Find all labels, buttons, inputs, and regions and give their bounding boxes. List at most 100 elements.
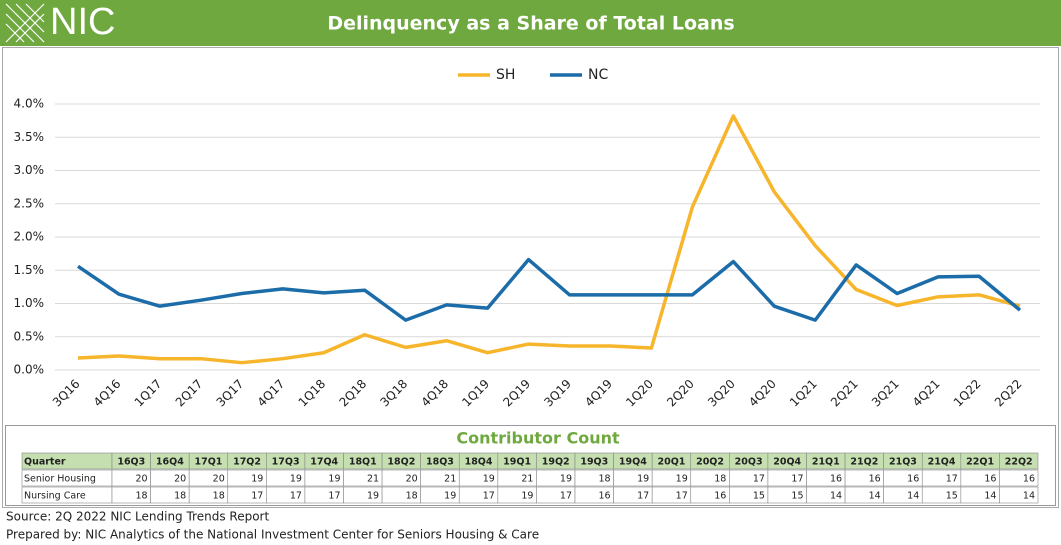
cell-value: 19	[637, 474, 649, 485]
x-tick-label: 3Q20	[705, 377, 738, 410]
prepared-by: Prepared by: NIC Analytics of the Nation…	[6, 528, 539, 542]
cell-value: 18	[135, 491, 147, 502]
x-tick-label: 4Q16	[91, 377, 124, 410]
column-header: Quarter	[24, 457, 66, 468]
cell-value: 16	[984, 474, 996, 485]
column-header: 19Q3	[580, 457, 608, 468]
column-header: 18Q4	[465, 457, 493, 468]
y-tick-label: 3.5%	[14, 130, 45, 144]
cell-value: 17	[753, 474, 765, 485]
column-header: 19Q1	[503, 457, 531, 468]
cell-value: 20	[174, 474, 186, 485]
cell-value: 20	[213, 474, 225, 485]
x-tick-label: 1Q22	[951, 377, 984, 410]
table-title: Contributor Count	[456, 429, 620, 448]
cell-value: 14	[830, 491, 842, 502]
column-header: 20Q2	[696, 457, 724, 468]
series-line	[77, 257, 1022, 322]
x-tick-label: 1Q17	[132, 377, 165, 410]
cell-value: Senior Housing	[24, 474, 96, 485]
x-tick-label: 2Q20	[664, 377, 697, 410]
column-header: 18Q3	[426, 457, 454, 468]
table-cell	[999, 469, 1039, 487]
x-tick-label: 3Q21	[869, 377, 902, 410]
column-header: 22Q2	[1005, 457, 1033, 468]
y-tick-label: 4.0%	[14, 97, 45, 111]
y-tick-label: 3.0%	[14, 163, 45, 177]
column-header: 17Q3	[272, 457, 300, 468]
header-cell	[999, 452, 1039, 470]
cell-value: 16	[1023, 474, 1035, 485]
cell-value: 21	[444, 474, 456, 485]
y-tick-label: 1.0%	[14, 296, 45, 310]
column-header: 16Q3	[117, 457, 145, 468]
cell-value: 17	[637, 491, 649, 502]
x-tick-label: 1Q21	[787, 377, 820, 410]
y-tick-label: 2.0%	[14, 230, 45, 244]
y-tick-label: 0.5%	[14, 329, 45, 343]
cell-value: 17	[328, 491, 340, 502]
column-header: 20Q1	[658, 457, 686, 468]
cell-value: 14	[907, 491, 919, 502]
cell-value: 19	[483, 474, 495, 485]
column-header: 18Q2	[387, 457, 415, 468]
chart-title: Delinquency as a Share of Total Loans	[327, 13, 734, 35]
cell-value: 18	[598, 474, 610, 485]
x-tick-label: 2Q22	[992, 377, 1025, 410]
x-tick-label: 3Q18	[377, 377, 410, 410]
column-header: 17Q1	[195, 457, 223, 468]
x-tick-label: 1Q18	[296, 377, 329, 410]
cell-value: 15	[946, 491, 958, 502]
x-tick-label: 4Q18	[418, 377, 451, 410]
column-header: 21Q1	[812, 457, 840, 468]
series-line	[77, 114, 1021, 365]
cell-value: 19	[521, 491, 533, 502]
cell-value: 19	[328, 474, 340, 485]
cell-value: 17	[251, 491, 263, 502]
cell-value: 17	[483, 491, 495, 502]
x-tick-label: 2Q21	[828, 377, 861, 410]
cell-value: Nursing Care	[24, 491, 86, 502]
cell-value: 14	[869, 491, 881, 502]
cell-value: 15	[753, 491, 765, 502]
column-header: 20Q3	[735, 457, 763, 468]
x-tick-label: 1Q19	[459, 377, 492, 410]
chart-frame	[2, 47, 1059, 508]
cell-value: 16	[830, 474, 842, 485]
cell-value: 18	[213, 491, 225, 502]
cell-value: 19	[444, 491, 456, 502]
cell-value: 14	[1023, 491, 1035, 502]
x-tick-label: 3Q16	[50, 377, 83, 410]
table-cell	[999, 486, 1039, 504]
cell-value: 19	[290, 474, 302, 485]
cell-value: 18	[406, 491, 418, 502]
source: Source: 2Q 2022 NIC Lending Trends Repor…	[6, 510, 269, 524]
legend-label: SH	[496, 67, 515, 83]
cell-value: 17	[560, 491, 572, 502]
cell-value: 17	[676, 491, 688, 502]
x-tick-label: 2Q17	[173, 377, 206, 410]
column-header: 17Q4	[310, 457, 338, 468]
cell-value: 18	[174, 491, 186, 502]
cell-value: 16	[714, 491, 726, 502]
column-header: 21Q2	[850, 457, 878, 468]
column-header: 19Q4	[619, 457, 647, 468]
cell-value: 19	[251, 474, 263, 485]
cell-value: 21	[521, 474, 533, 485]
cell-value: 20	[135, 474, 147, 485]
cell-value: 16	[907, 474, 919, 485]
column-header: 18Q1	[349, 457, 377, 468]
cell-value: 19	[560, 474, 572, 485]
column-header: 20Q4	[773, 457, 801, 468]
x-tick-label: 2Q19	[500, 377, 533, 410]
x-tick-label: 3Q19	[541, 377, 574, 410]
cell-value: 17	[946, 474, 958, 485]
cell-value: 19	[367, 491, 379, 502]
x-tick-label: 2Q18	[337, 377, 370, 410]
column-header: 16Q4	[156, 457, 184, 468]
cell-value: 15	[791, 491, 803, 502]
x-tick-label: 4Q19	[582, 377, 615, 410]
table-frame	[5, 425, 1056, 506]
